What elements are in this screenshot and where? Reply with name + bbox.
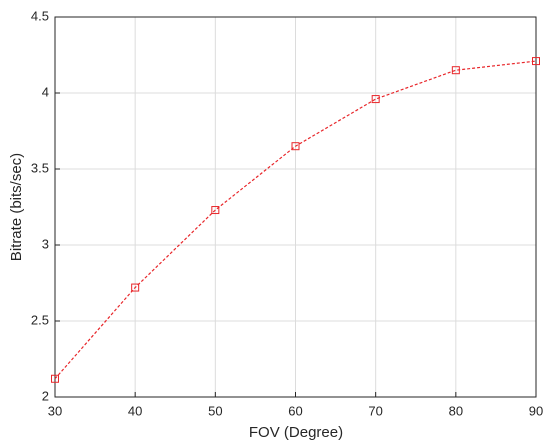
- plot-frame: [54, 16, 537, 398]
- marker: [291, 142, 300, 151]
- y-tick-label: 3.5: [31, 160, 49, 175]
- marker: [131, 283, 140, 292]
- x-axis-label: FOV (Degree): [249, 424, 343, 441]
- marker: [211, 206, 220, 215]
- marker: [371, 95, 380, 104]
- x-tick-label: 30: [48, 403, 62, 418]
- y-tick-label: 2.5: [31, 312, 49, 327]
- x-tick-label: 80: [449, 403, 463, 418]
- marker: [51, 374, 59, 383]
- y-tick-label: 4: [42, 84, 49, 99]
- y-tick-label: 4.5: [31, 8, 49, 23]
- y-tick-label: 3: [42, 236, 49, 251]
- x-tick-label: 90: [529, 403, 543, 418]
- x-tick-label: 40: [128, 403, 142, 418]
- x-tick-label: 60: [288, 403, 302, 418]
- y-axis-label: Bitrate (bits/sec): [8, 153, 25, 261]
- marker: [451, 66, 460, 75]
- marker: [532, 57, 540, 66]
- x-tick-label: 70: [368, 403, 382, 418]
- series-line: [54, 60, 537, 380]
- x-tick-label: 50: [208, 403, 222, 418]
- y-tick-label: 2: [42, 388, 49, 403]
